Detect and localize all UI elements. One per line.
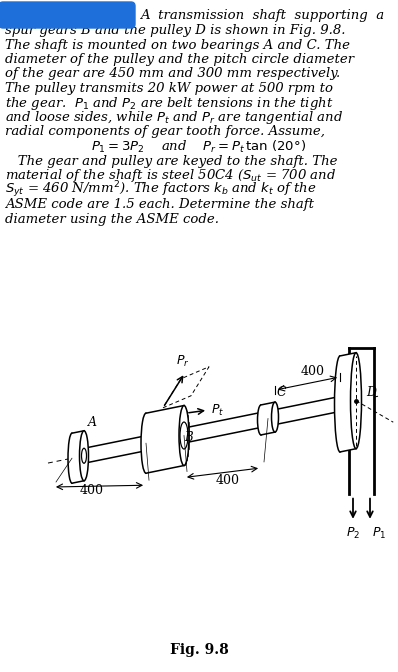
Polygon shape [275, 397, 338, 425]
Text: of the gear are 450 mm and 300 mm respectively.: of the gear are 450 mm and 300 mm respec… [5, 67, 340, 81]
Ellipse shape [80, 431, 88, 480]
Text: spur gears B and the pulley D is shown in Fig. 9.8.: spur gears B and the pulley D is shown i… [5, 24, 345, 37]
Ellipse shape [179, 405, 189, 466]
Text: 400: 400 [80, 484, 103, 497]
Ellipse shape [68, 433, 76, 483]
Polygon shape [146, 405, 184, 473]
Text: B: B [184, 431, 192, 444]
Text: Fig. 9.8: Fig. 9.8 [170, 643, 228, 657]
Text: A  transmission  shaft  supporting  a: A transmission shaft supporting a [140, 9, 384, 22]
FancyBboxPatch shape [0, 2, 135, 28]
Text: A: A [88, 416, 96, 429]
Text: ASME code are 1.5 each. Determine the shaft: ASME code are 1.5 each. Determine the sh… [5, 198, 314, 211]
Text: 400: 400 [300, 364, 324, 378]
Text: The pulley transmits 20 kW power at 500 rpm to: The pulley transmits 20 kW power at 500 … [5, 82, 333, 95]
Ellipse shape [271, 402, 279, 432]
Text: $P_2$: $P_2$ [346, 526, 360, 541]
Text: and loose sides, while $P_t$ and $P_r$ are tangential and: and loose sides, while $P_t$ and $P_r$ a… [5, 109, 343, 126]
Text: $P_1$: $P_1$ [372, 526, 386, 541]
Polygon shape [184, 413, 258, 443]
Text: D: D [366, 386, 376, 399]
Text: radial components of gear tooth force. Assume,: radial components of gear tooth force. A… [5, 126, 325, 138]
Polygon shape [349, 347, 374, 494]
Text: diameter of the pulley and the pitch circle diameter: diameter of the pulley and the pitch cir… [5, 53, 354, 66]
Ellipse shape [82, 448, 86, 463]
Ellipse shape [141, 413, 151, 473]
Polygon shape [340, 353, 356, 452]
Text: diameter using the ASME code.: diameter using the ASME code. [5, 212, 219, 226]
Polygon shape [261, 402, 275, 435]
Text: The shaft is mounted on two bearings A and C. The: The shaft is mounted on two bearings A a… [5, 38, 350, 52]
Ellipse shape [258, 405, 265, 435]
Text: 400: 400 [215, 474, 240, 487]
Ellipse shape [351, 353, 361, 449]
Text: $P_r$: $P_r$ [176, 353, 190, 369]
Polygon shape [84, 435, 148, 463]
Ellipse shape [334, 356, 345, 452]
Text: $S_{yt}$ = 460 N/mm$^2$). The factors $k_b$ and $k_t$ of the: $S_{yt}$ = 460 N/mm$^2$). The factors $k… [5, 179, 317, 200]
Ellipse shape [180, 422, 188, 449]
Text: The gear and pulley are keyed to the shaft. The: The gear and pulley are keyed to the sha… [5, 155, 338, 167]
Text: $P_t$: $P_t$ [211, 403, 224, 418]
Text: $P_1 = 3P_2$    and    $P_r = P_t\,\tan\,(20°)$: $P_1 = 3P_2$ and $P_r = P_t\,\tan\,(20°)… [92, 138, 306, 155]
Text: C: C [277, 386, 287, 399]
Polygon shape [72, 431, 84, 483]
Text: material of the shaft is steel 50C4 ($S_{ut}$ = 700 and: material of the shaft is steel 50C4 ($S_… [5, 167, 336, 184]
Text: the gear.  $P_1$ and $P_2$ are belt tensions in the tight: the gear. $P_1$ and $P_2$ are belt tensi… [5, 95, 334, 112]
